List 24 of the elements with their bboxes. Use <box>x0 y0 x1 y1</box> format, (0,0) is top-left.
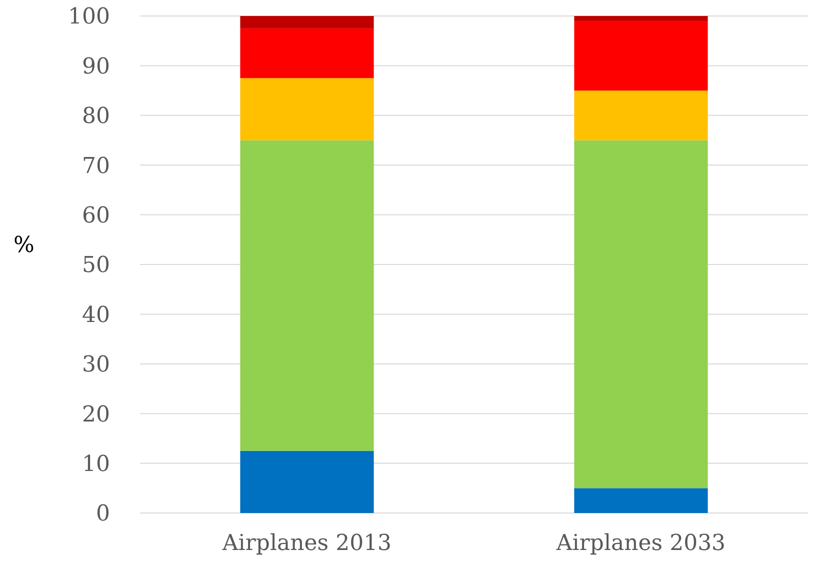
y-tick-label: 100 <box>68 4 110 30</box>
y-tick-label: 40 <box>82 302 110 328</box>
bar <box>240 28 374 78</box>
y-tick-label: 20 <box>82 402 110 428</box>
y-tick-label: 0 <box>96 502 110 527</box>
bar <box>574 140 708 488</box>
bar <box>574 90 708 140</box>
y-axis-title: % <box>14 233 34 258</box>
y-tick-label: 10 <box>82 452 110 477</box>
x-tick-label: Airplanes 2013 <box>221 531 392 556</box>
bar <box>240 140 374 451</box>
bar <box>574 16 708 21</box>
y-tick-label: 70 <box>82 154 110 179</box>
bar <box>574 20 708 91</box>
bar <box>240 78 374 140</box>
y-tick-label: 30 <box>82 352 110 378</box>
x-tick-label: Airplanes 2033 <box>555 531 726 556</box>
bar <box>240 450 374 513</box>
y-tick-label: 50 <box>82 253 110 278</box>
bar <box>240 16 374 28</box>
y-tick-label: 80 <box>82 104 110 130</box>
y-tick-label: 60 <box>82 204 110 228</box>
bar <box>574 488 708 513</box>
y-tick-label: 90 <box>82 54 110 80</box>
